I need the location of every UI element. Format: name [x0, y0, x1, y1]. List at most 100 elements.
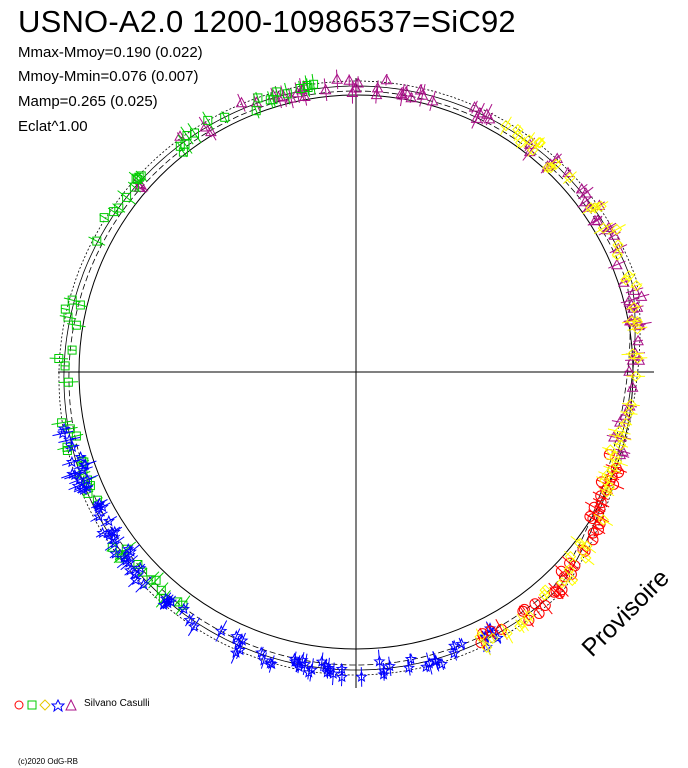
data-point-diamond	[512, 123, 524, 136]
data-point-diamond	[577, 550, 595, 566]
data-point-square	[180, 126, 194, 145]
data-point-star	[120, 555, 139, 571]
data-point-diamond	[539, 584, 551, 596]
data-point-square	[58, 377, 79, 387]
data-point-square	[60, 361, 70, 371]
data-point-star	[90, 497, 108, 509]
data-point-diamond	[620, 407, 638, 419]
data-point-star	[265, 655, 278, 673]
legend-star-icon	[50, 698, 66, 713]
data-point-triangle	[371, 80, 384, 96]
data-point-star	[159, 592, 172, 606]
data-point-diamond	[619, 417, 633, 430]
data-point-diamond	[598, 469, 616, 482]
data-point-square	[272, 86, 282, 98]
data-point-square	[88, 236, 106, 246]
data-point-triangle	[562, 166, 574, 178]
data-point-circle	[591, 524, 606, 535]
data-point-square	[51, 418, 72, 428]
data-point-circle	[537, 596, 553, 615]
data-point-star	[73, 482, 90, 494]
data-point-star	[122, 542, 135, 555]
data-point-star	[187, 617, 201, 637]
data-point-triangle	[396, 83, 409, 107]
data-point-triangle	[577, 195, 593, 208]
data-point-star	[455, 637, 468, 651]
data-point-square	[49, 354, 69, 363]
stat-moy-min: Mmoy-Mmin=0.076 (0.007)	[18, 68, 199, 85]
data-point-star	[65, 440, 80, 453]
legend-circle-icon	[14, 700, 24, 710]
data-point-star	[402, 660, 415, 676]
data-point-diamond	[602, 444, 619, 456]
data-point-diamond	[621, 398, 640, 411]
data-point-diamond	[570, 536, 590, 552]
data-point-square	[302, 75, 312, 96]
data-point-diamond	[630, 279, 643, 292]
stat-max-moy: Mmax-Mmoy=0.190 (0.022)	[18, 44, 203, 61]
data-point-diamond	[599, 486, 615, 498]
data-point-triangle	[426, 90, 439, 112]
data-point-triangle	[608, 258, 626, 270]
data-point-diamond	[564, 550, 577, 563]
data-point-diamond	[589, 202, 602, 214]
data-point-triangle	[483, 112, 496, 126]
data-point-star	[257, 652, 270, 669]
data-point-diamond	[480, 639, 493, 656]
data-point-diamond	[593, 222, 613, 235]
data-point-square	[117, 190, 136, 205]
data-point-diamond	[516, 613, 529, 632]
data-point-star	[215, 620, 228, 642]
data-point-star	[404, 652, 417, 665]
data-point-star	[52, 427, 74, 439]
data-point-diamond	[621, 348, 645, 360]
data-point-diamond	[628, 352, 648, 364]
data-point-diamond	[607, 425, 631, 438]
data-point-triangle	[623, 365, 635, 376]
data-point-star	[183, 613, 196, 627]
data-point-square	[69, 431, 84, 441]
data-point-triangle	[405, 91, 418, 103]
legend-triangle-icon	[65, 698, 77, 711]
data-point-circle	[529, 598, 541, 610]
data-point-star	[293, 660, 306, 674]
data-point-diamond	[566, 574, 579, 587]
data-point-square	[67, 320, 86, 330]
data-point-diamond	[500, 623, 514, 644]
data-point-triangle	[615, 445, 631, 456]
data-point-diamond	[523, 609, 535, 623]
data-point-diamond	[474, 628, 486, 646]
data-point-star	[299, 653, 312, 675]
data-point-triangle	[575, 182, 588, 194]
data-point-star	[229, 641, 243, 664]
data-point-square	[59, 312, 77, 322]
data-point-triangle	[352, 76, 364, 90]
data-point-star	[255, 646, 268, 659]
fit-envelope-1	[68, 90, 631, 666]
data-point-square	[251, 102, 261, 119]
data-point-star	[435, 657, 448, 670]
data-point-triangle	[416, 83, 429, 107]
data-point-star	[164, 595, 178, 608]
data-point-square	[282, 82, 292, 105]
data-point-star	[335, 667, 348, 687]
data-point-triangle	[578, 186, 594, 200]
data-point-triangle	[468, 100, 481, 114]
data-point-circle	[554, 588, 566, 599]
data-point-star	[448, 639, 461, 651]
data-point-star	[230, 628, 243, 645]
data-point-diamond	[523, 132, 536, 148]
data-point-diamond	[486, 632, 499, 645]
data-point-square	[175, 141, 185, 151]
legend-diamond-icon	[39, 699, 51, 711]
data-point-diamond	[625, 301, 642, 314]
data-point-star	[90, 510, 108, 522]
data-point-diamond	[563, 564, 575, 576]
data-point-circle	[587, 534, 599, 546]
data-point-star	[128, 567, 142, 580]
data-point-square	[148, 572, 164, 589]
data-point-diamond	[607, 223, 626, 236]
data-point-diamond	[605, 456, 628, 468]
data-point-square	[173, 597, 183, 607]
data-point-triangle	[633, 290, 650, 301]
